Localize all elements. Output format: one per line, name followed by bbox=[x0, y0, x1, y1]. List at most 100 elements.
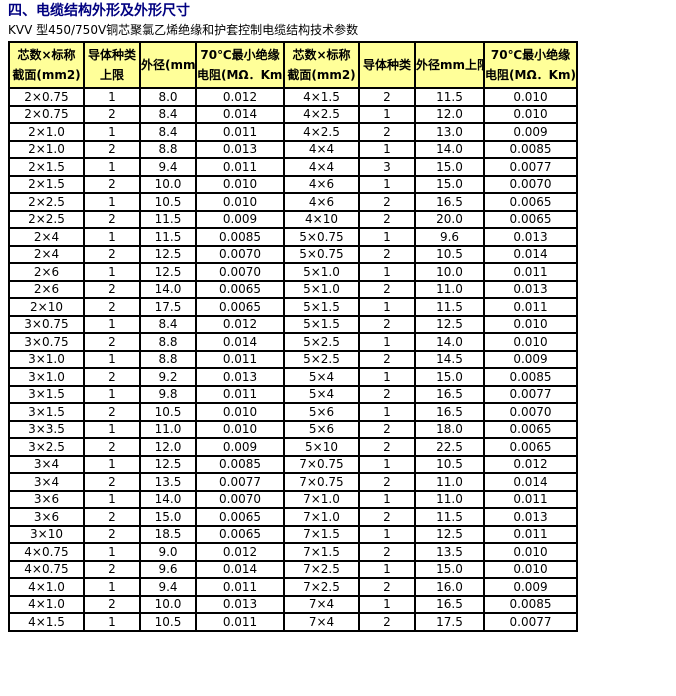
table-cell: 1 bbox=[358, 332, 416, 352]
table-cell: 1 bbox=[83, 384, 141, 404]
table-cell: 3×4 bbox=[8, 472, 85, 492]
table-cell: 3×4 bbox=[8, 454, 85, 474]
table-cell: 2×1.5 bbox=[8, 174, 85, 194]
table-cell: 2 bbox=[83, 524, 141, 544]
table-cell: 0.0077 bbox=[483, 384, 578, 404]
table-cell: 0.014 bbox=[195, 332, 285, 352]
table-cell: 2 bbox=[358, 244, 416, 264]
table-cell: 3 bbox=[358, 157, 416, 177]
table-cell: 8.4 bbox=[139, 104, 197, 124]
table-cell: 14.5 bbox=[414, 349, 485, 369]
table-header: 芯数×标称 截面(mm2) 导体种类 上限 外径(mm) 70℃最小绝缘 电阻(MΩ．Km)… bbox=[8, 41, 578, 89]
table-cell: 2×1.5 bbox=[8, 157, 85, 177]
header-line: 截面(mm2) bbox=[287, 68, 356, 82]
table-cell: 4×2.5 bbox=[283, 104, 360, 124]
table-cell: 2 bbox=[358, 419, 416, 439]
table-cell: 15.0 bbox=[414, 367, 485, 387]
table-cell: 0.010 bbox=[483, 87, 578, 107]
table-cell: 0.0070 bbox=[195, 489, 285, 509]
table-cell: 1 bbox=[358, 262, 416, 282]
table-cell: 11.5 bbox=[414, 87, 485, 107]
table-cell: 1 bbox=[83, 419, 141, 439]
table-cell: 2 bbox=[358, 314, 416, 334]
table-cell: 0.009 bbox=[483, 349, 578, 369]
table-row: 2×6 2 14.0 0.0065 5×1.0 2 11.0 0.013 bbox=[8, 279, 578, 299]
table-cell: 8.8 bbox=[139, 349, 197, 369]
table-cell: 0.013 bbox=[195, 594, 285, 614]
table-cell: 2 bbox=[358, 122, 416, 142]
table-cell: 1 bbox=[358, 104, 416, 124]
table-cell: 1 bbox=[358, 367, 416, 387]
table-cell: 14.0 bbox=[139, 489, 197, 509]
table-cell: 1 bbox=[83, 577, 141, 597]
table-cell: 3×0.75 bbox=[8, 314, 85, 334]
table-cell: 8.0 bbox=[139, 87, 197, 107]
table-cell: 2×6 bbox=[8, 279, 85, 299]
table-cell: 0.013 bbox=[483, 507, 578, 527]
table-cell: 9.4 bbox=[139, 577, 197, 597]
table-cell: 2 bbox=[83, 279, 141, 299]
table-row: 2×4 2 12.5 0.0070 5×0.75 2 10.5 0.014 bbox=[8, 244, 578, 264]
table-row: 2×1.5 1 9.4 0.011 4×4 3 15.0 0.0077 bbox=[8, 157, 578, 177]
table-row: 3×2.5 2 12.0 0.009 5×10 2 22.5 0.0065 bbox=[8, 437, 578, 457]
table-cell: 2×0.75 bbox=[8, 104, 85, 124]
table-cell: 2 bbox=[358, 437, 416, 457]
table-cell: 16.5 bbox=[414, 402, 485, 422]
table-row: 4×1.5 1 10.5 0.011 7×4 2 17.5 0.0077 bbox=[8, 612, 578, 632]
table-cell: 0.0065 bbox=[483, 437, 578, 457]
table-cell: 12.5 bbox=[139, 262, 197, 282]
table-row: 3×1.5 2 10.5 0.010 5×6 1 16.5 0.0070 bbox=[8, 402, 578, 422]
table-cell: 0.011 bbox=[195, 157, 285, 177]
table-cell: 2×1.0 bbox=[8, 139, 85, 159]
table-cell: 1 bbox=[83, 192, 141, 212]
table-row: 4×0.75 1 9.0 0.012 7×1.5 2 13.5 0.010 bbox=[8, 542, 578, 562]
table-row: 2×1.0 2 8.8 0.013 4×4 1 14.0 0.0085 bbox=[8, 139, 578, 159]
table-cell: 0.0065 bbox=[195, 524, 285, 544]
table-cell: 18.0 bbox=[414, 419, 485, 439]
table-cell: 2 bbox=[358, 87, 416, 107]
table-cell: 4×0.75 bbox=[8, 559, 85, 579]
table-cell: 2 bbox=[83, 559, 141, 579]
table-cell: 4×1.5 bbox=[283, 87, 360, 107]
table-cell: 12.0 bbox=[414, 104, 485, 124]
table-cell: 7×0.75 bbox=[283, 454, 360, 474]
table-cell: 11.0 bbox=[414, 472, 485, 492]
table-cell: 3×0.75 bbox=[8, 332, 85, 352]
table-cell: 2×4 bbox=[8, 244, 85, 264]
table-cell: 2×6 bbox=[8, 262, 85, 282]
table-cell: 0.010 bbox=[195, 192, 285, 212]
table-cell: 11.0 bbox=[414, 489, 485, 509]
header-line: 70℃最小绝缘 bbox=[200, 48, 280, 62]
table-row: 2×6 1 12.5 0.0070 5×1.0 1 10.0 0.011 bbox=[8, 262, 578, 282]
table-cell: 8.4 bbox=[139, 122, 197, 142]
table-cell: 2 bbox=[358, 577, 416, 597]
table-cell: 15.0 bbox=[414, 174, 485, 194]
table-cell: 22.5 bbox=[414, 437, 485, 457]
table-cell: 2 bbox=[83, 174, 141, 194]
table-cell: 7×2.5 bbox=[283, 577, 360, 597]
table-row: 2×2.5 1 10.5 0.010 4×6 2 16.5 0.0065 bbox=[8, 192, 578, 212]
table-cell: 0.009 bbox=[483, 577, 578, 597]
table-cell: 12.5 bbox=[139, 454, 197, 474]
table-cell: 2×2.5 bbox=[8, 192, 85, 212]
header-cell: 芯数×标称截面(mm2) bbox=[283, 41, 360, 89]
table-cell: 1 bbox=[358, 594, 416, 614]
table-row: 2×1.5 2 10.0 0.010 4×6 1 15.0 0.0070 bbox=[8, 174, 578, 194]
table-cell: 2 bbox=[358, 384, 416, 404]
table-cell: 2 bbox=[358, 279, 416, 299]
table-cell: 0.014 bbox=[195, 559, 285, 579]
table-cell: 4×2.5 bbox=[283, 122, 360, 142]
table-cell: 14.0 bbox=[414, 139, 485, 159]
table-cell: 0.010 bbox=[195, 402, 285, 422]
table-cell: 2 bbox=[83, 297, 141, 317]
header-line: 外径(mm) bbox=[141, 58, 196, 72]
table-cell: 0.009 bbox=[483, 122, 578, 142]
table-cell: 1 bbox=[358, 489, 416, 509]
table-cell: 4×6 bbox=[283, 174, 360, 194]
header-line: 芯数×标称 bbox=[292, 48, 351, 62]
table-cell: 0.0085 bbox=[195, 227, 285, 247]
table-cell: 0.0065 bbox=[483, 192, 578, 212]
table-cell: 10.5 bbox=[139, 612, 197, 632]
header-line: 电阻(MΩ．Km) bbox=[197, 68, 284, 82]
table-cell: 0.013 bbox=[483, 279, 578, 299]
